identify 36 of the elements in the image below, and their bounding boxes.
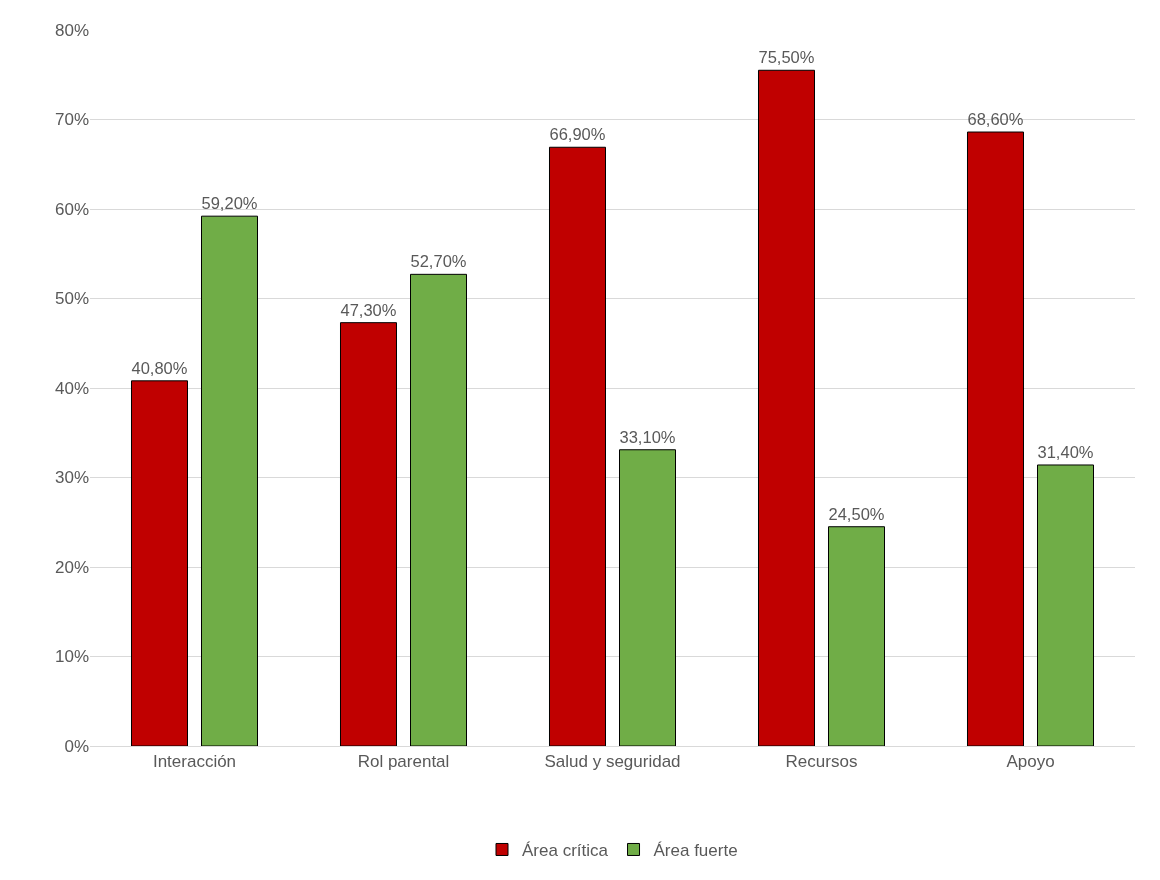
y-tick-label: 0%	[64, 736, 89, 756]
bar	[619, 449, 677, 746]
x-tick-label: Interacción	[152, 752, 237, 772]
y-tick-label: 10%	[54, 647, 89, 667]
y-tick-label: 50%	[54, 289, 89, 309]
bar	[757, 69, 815, 746]
y-tick-label: 20%	[54, 557, 89, 577]
data-label: 24,50%	[828, 504, 885, 523]
bar	[828, 526, 886, 746]
bar	[130, 380, 188, 746]
x-tick-label: Recursos	[785, 752, 858, 772]
x-tick-label: Rol parental	[357, 752, 450, 772]
data-label: 52,70%	[410, 252, 467, 271]
bar	[410, 273, 468, 746]
data-label: 40,80%	[131, 358, 188, 377]
data-label: 66,90%	[549, 125, 606, 144]
data-label: 31,40%	[1037, 443, 1094, 462]
data-label: 68,60%	[967, 110, 1024, 129]
y-tick-label: 30%	[54, 468, 89, 488]
bar	[339, 322, 397, 746]
bar	[966, 131, 1024, 746]
y-tick-label: 80%	[54, 20, 89, 40]
x-tick-label: Salud y seguridad	[544, 752, 681, 772]
data-label: 59,20%	[201, 194, 258, 213]
bar	[1037, 464, 1095, 746]
legend-label: Área fuerte	[653, 841, 738, 861]
bar	[201, 215, 259, 746]
y-tick-label: 40%	[54, 378, 89, 398]
legend-label: Área crítica	[522, 841, 609, 861]
data-label: 75,50%	[758, 48, 815, 67]
x-tick-label: Apoyo	[1006, 752, 1055, 772]
data-label: 33,10%	[619, 427, 676, 446]
data-label: 47,30%	[340, 300, 397, 319]
y-tick-label: 70%	[54, 110, 89, 130]
y-tick-label: 60%	[54, 199, 89, 219]
bar	[548, 146, 606, 746]
